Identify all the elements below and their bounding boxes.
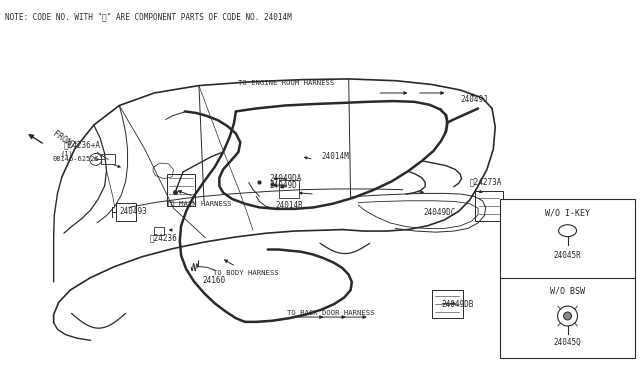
Text: TO BACK DOOR HARNESS: TO BACK DOOR HARNESS bbox=[287, 310, 374, 316]
Text: 24014M: 24014M bbox=[321, 152, 349, 161]
Text: 24049J: 24049J bbox=[460, 95, 488, 104]
Text: 24045R: 24045R bbox=[554, 250, 581, 260]
Text: ※24236+A: ※24236+A bbox=[64, 140, 101, 149]
Text: FRONT: FRONT bbox=[51, 129, 77, 151]
Text: (1): (1) bbox=[61, 150, 74, 157]
Bar bbox=[154, 227, 164, 235]
Text: B: B bbox=[94, 157, 97, 162]
Text: 24014R: 24014R bbox=[275, 201, 303, 210]
Text: W/O BSW: W/O BSW bbox=[550, 286, 585, 295]
Circle shape bbox=[564, 312, 572, 320]
Text: TO BODY HARNESS: TO BODY HARNESS bbox=[213, 270, 278, 276]
Bar bbox=[116, 203, 136, 221]
Text: J2400BKX: J2400BKX bbox=[511, 346, 561, 356]
Bar bbox=[431, 290, 463, 318]
Text: 08146-6252G: 08146-6252G bbox=[52, 156, 99, 163]
Text: 24049D: 24049D bbox=[269, 181, 297, 190]
Text: 24049DB: 24049DB bbox=[441, 300, 474, 309]
Bar bbox=[500, 199, 636, 358]
Text: 24045Q: 24045Q bbox=[554, 338, 581, 347]
Bar bbox=[280, 180, 300, 198]
Bar bbox=[167, 174, 195, 206]
Text: 24049DA: 24049DA bbox=[269, 174, 301, 183]
Text: ※24273A: ※24273A bbox=[470, 177, 502, 186]
Bar bbox=[102, 154, 115, 164]
Text: 24160: 24160 bbox=[203, 276, 226, 285]
Text: TO ENGINE ROOM HARNESS: TO ENGINE ROOM HARNESS bbox=[239, 80, 335, 86]
Text: 24049DC: 24049DC bbox=[424, 208, 456, 217]
Bar bbox=[475, 192, 503, 221]
Text: ※24236: ※24236 bbox=[150, 233, 178, 242]
Text: TO MAIN HARNESS: TO MAIN HARNESS bbox=[166, 201, 232, 207]
Text: W/O I-KEY: W/O I-KEY bbox=[545, 209, 590, 218]
Text: NOTE: CODE NO. WITH "※" ARE COMPONENT PARTS OF CODE NO. 24014M: NOTE: CODE NO. WITH "※" ARE COMPONENT PA… bbox=[5, 12, 292, 21]
Text: 240493: 240493 bbox=[119, 207, 147, 217]
